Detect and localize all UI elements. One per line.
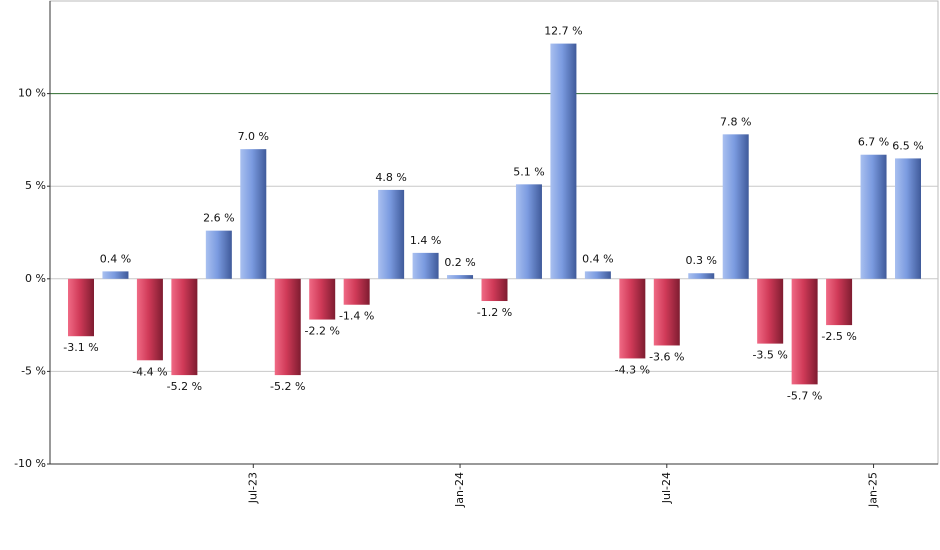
value-label: 7.8 % — [720, 115, 751, 128]
bar — [378, 189, 405, 279]
value-label: 1.4 % — [410, 234, 441, 247]
value-label: -3.6 % — [649, 350, 684, 363]
value-label: 6.7 % — [858, 136, 889, 149]
value-label: 0.4 % — [582, 252, 613, 265]
bar — [653, 278, 680, 346]
value-label: -4.4 % — [132, 365, 167, 378]
value-label: 7.0 % — [238, 130, 269, 143]
value-label: -5.2 % — [167, 380, 202, 393]
bar — [102, 271, 129, 279]
value-label: -3.5 % — [752, 349, 787, 362]
y-tick-label: 5 % — [25, 179, 46, 192]
value-label: -5.2 % — [270, 380, 305, 393]
bar — [791, 278, 818, 385]
value-label: 0.2 % — [444, 256, 475, 269]
y-tick-label: 0 % — [25, 272, 46, 285]
bar — [895, 158, 921, 279]
value-label: 4.8 % — [375, 171, 406, 184]
bar — [826, 278, 853, 326]
x-tick-label: Jul-23 — [246, 472, 259, 504]
bar — [688, 273, 715, 279]
value-label: -2.2 % — [304, 325, 339, 338]
value-label: -1.4 % — [339, 310, 374, 323]
bar — [757, 278, 784, 344]
bar — [240, 149, 267, 279]
value-label: -2.5 % — [821, 330, 856, 343]
bar — [722, 134, 749, 279]
value-label: -4.3 % — [615, 363, 650, 376]
bar — [447, 275, 474, 279]
x-tick-label: Jan-25 — [867, 472, 880, 508]
bar — [412, 252, 439, 279]
bar — [481, 278, 508, 302]
bar — [343, 278, 370, 305]
y-tick-label: 10 % — [18, 87, 46, 100]
value-label: 0.4 % — [100, 252, 131, 265]
value-label: 0.3 % — [686, 254, 717, 267]
value-label: -1.2 % — [477, 306, 512, 319]
value-label: 5.1 % — [513, 165, 544, 178]
value-label: 2.6 % — [203, 212, 234, 225]
bar — [515, 184, 542, 279]
bar — [274, 278, 301, 376]
bar — [205, 230, 232, 279]
value-label: 12.7 % — [544, 25, 582, 38]
bar — [136, 278, 163, 361]
value-label: -3.1 % — [63, 341, 98, 354]
value-label: -5.7 % — [787, 389, 822, 402]
bar — [68, 278, 94, 337]
bar — [171, 278, 198, 376]
y-tick-label: -5 % — [21, 364, 46, 377]
value-label: 6.5 % — [892, 139, 923, 152]
x-tick-label: Jul-24 — [660, 472, 673, 504]
bar — [860, 154, 887, 279]
bar — [550, 43, 577, 279]
bar — [309, 278, 336, 320]
bar — [584, 271, 611, 279]
y-tick-label: -10 % — [14, 457, 46, 470]
bar — [619, 278, 646, 359]
x-tick-label: Jan-24 — [453, 472, 466, 508]
